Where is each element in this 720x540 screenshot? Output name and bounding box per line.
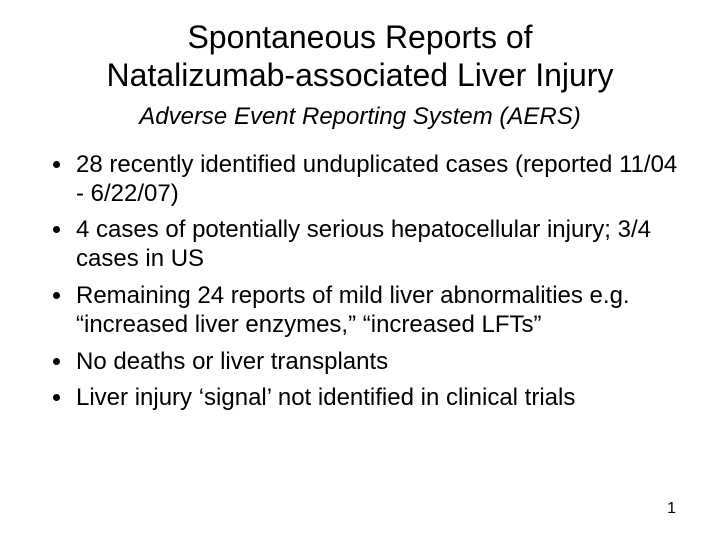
slide-subtitle: Adverse Event Reporting System (AERS) (40, 103, 680, 131)
slide-title: Spontaneous Reports of Natalizumab-assoc… (40, 18, 680, 95)
bullet-item: No deaths or liver transplants (74, 348, 680, 377)
bullet-item: Remaining 24 reports of mild liver abnor… (74, 282, 680, 340)
page-number: 1 (667, 500, 676, 518)
title-line-1: Spontaneous Reports of (187, 19, 532, 55)
title-line-2: Natalizumab-associated Liver Injury (107, 57, 614, 93)
bullet-item: 4 cases of potentially serious hepatocel… (74, 216, 680, 274)
bullet-item: Liver injury ‘signal’ not identified in … (74, 384, 680, 413)
bullet-list: 28 recently identified unduplicated case… (40, 151, 680, 413)
bullet-item: 28 recently identified unduplicated case… (74, 151, 680, 209)
slide-container: Spontaneous Reports of Natalizumab-assoc… (0, 0, 720, 540)
